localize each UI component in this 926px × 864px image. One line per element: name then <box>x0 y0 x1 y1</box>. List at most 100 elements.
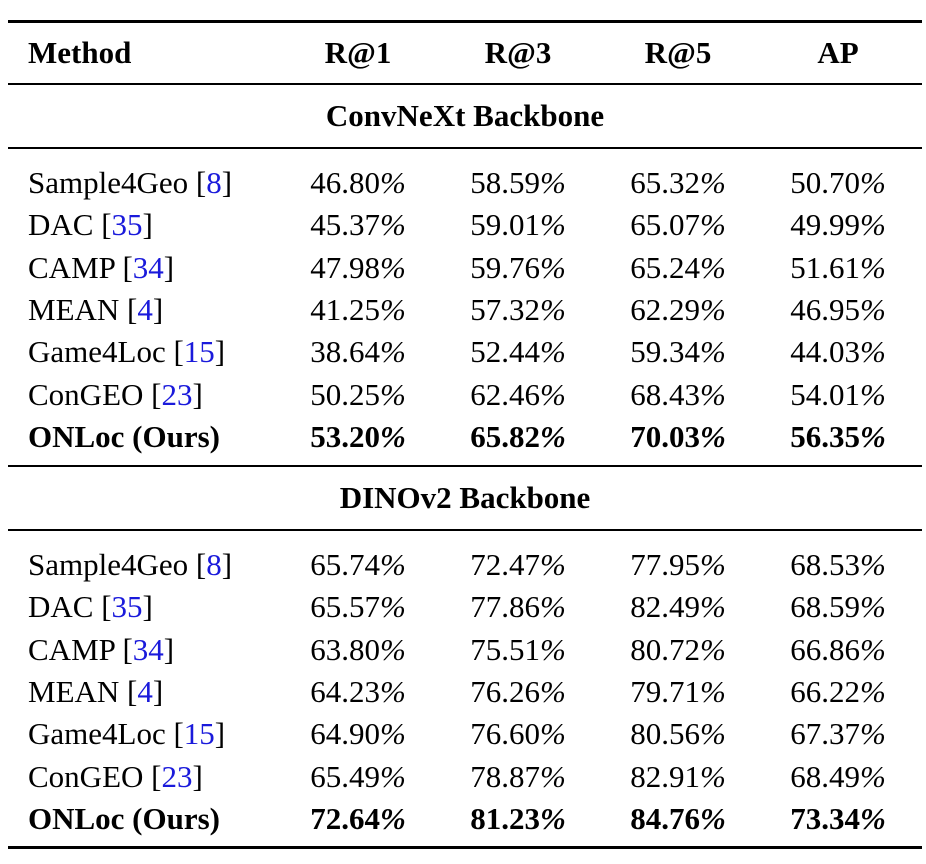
method-label: CAMP <box>28 631 115 667</box>
value-number: 54.01 <box>790 376 860 412</box>
value-r1: 72.64% <box>278 798 438 840</box>
percent-sign: % <box>859 249 886 285</box>
value-r1: 63.80% <box>278 629 438 671</box>
value-r1: 65.49% <box>278 756 438 798</box>
citation-link[interactable]: 4 <box>137 291 153 327</box>
method-label: ONLoc (Ours) <box>28 418 221 454</box>
value-number: 82.49 <box>630 589 700 625</box>
percent-sign: % <box>539 589 566 625</box>
value-number: 76.26 <box>470 673 540 709</box>
method-name: ONLoc (Ours) <box>28 798 220 840</box>
value-number: 64.90 <box>310 716 380 752</box>
percent-sign: % <box>539 249 566 285</box>
value-number: 56.35 <box>790 418 860 454</box>
value-number: 51.61 <box>790 249 860 285</box>
percent-sign: % <box>699 673 726 709</box>
citation-link[interactable]: 23 <box>161 758 193 794</box>
value-r5: 65.32% <box>598 162 758 204</box>
value-r5: 80.72% <box>598 629 758 671</box>
method-name: Game4Loc [15] <box>28 716 226 752</box>
value-ap: 67.37% <box>758 713 918 755</box>
percent-sign: % <box>859 673 886 709</box>
value-number: 77.95 <box>630 547 700 582</box>
citation-link[interactable]: 35 <box>111 589 143 625</box>
value-number: 64.23 <box>310 673 380 709</box>
value-number: 65.07 <box>630 207 700 243</box>
percent-sign: % <box>379 418 406 454</box>
percent-sign: % <box>699 800 726 836</box>
header-r1: R@1 <box>324 35 392 70</box>
bottom-rule <box>8 846 922 849</box>
value-r3: 76.26% <box>438 671 598 713</box>
value-number: 65.24 <box>630 249 700 285</box>
percent-sign: % <box>699 589 726 625</box>
percent-sign: % <box>379 249 406 285</box>
citation-link[interactable]: 8 <box>206 165 222 200</box>
value-number: 45.37 <box>310 207 380 243</box>
value-ap: 50.70% <box>758 162 918 204</box>
value-r5: 77.95% <box>598 544 758 586</box>
value-number: 46.95 <box>790 291 860 327</box>
percent-sign: % <box>379 376 406 412</box>
percent-sign: % <box>699 207 726 243</box>
header-rule <box>8 83 922 85</box>
method-name: MEAN [4] <box>28 673 164 709</box>
value-r1: 64.90% <box>278 713 438 755</box>
citation-link[interactable]: 4 <box>137 673 153 709</box>
method-label: Game4Loc <box>28 716 166 752</box>
percent-sign: % <box>699 716 726 752</box>
value-r3: 77.86% <box>438 586 598 628</box>
citation-link[interactable]: 34 <box>132 631 164 667</box>
value-number: 44.03 <box>790 334 860 370</box>
section-rule <box>8 529 922 531</box>
citation-link[interactable]: 35 <box>111 207 143 243</box>
value-number: 79.71 <box>630 673 700 709</box>
value-r3: 62.46% <box>438 374 598 416</box>
percent-sign: % <box>539 334 566 370</box>
value-number: 67.37 <box>790 716 860 752</box>
table-row: MEAN [4] 64.23% 76.26% 79.71% 66.22% <box>8 671 922 713</box>
citation-link[interactable]: 23 <box>161 376 193 412</box>
percent-sign: % <box>859 547 886 582</box>
value-ap: 46.95% <box>758 289 918 331</box>
header-r5: R@5 <box>644 35 712 70</box>
percent-sign: % <box>859 291 886 327</box>
percent-sign: % <box>699 547 726 582</box>
value-number: 57.32 <box>470 291 540 327</box>
section-title: DINOv2 Backbone <box>339 480 591 515</box>
percent-sign: % <box>699 631 726 667</box>
percent-sign: % <box>859 376 886 412</box>
citation-link[interactable]: 34 <box>132 249 164 285</box>
header-r3: R@3 <box>484 35 552 70</box>
method-name: MEAN [4] <box>28 291 164 327</box>
percent-sign: % <box>539 758 566 794</box>
table-row: Sample4Geo [8] 46.80% 58.59% 65.32% 50.70% <box>8 162 922 204</box>
table-row: ONLoc (Ours) 53.20% 65.82% 70.03% 56.35% <box>8 416 922 458</box>
percent-sign: % <box>379 631 406 667</box>
method-label: CAMP <box>28 249 115 285</box>
value-number: 65.74 <box>310 547 380 582</box>
value-ap: 51.61% <box>758 247 918 289</box>
table-row: CAMP [34] 47.98% 59.76% 65.24% 51.61% <box>8 247 922 289</box>
value-number: 59.01 <box>470 207 540 243</box>
value-r1: 65.74% <box>278 544 438 586</box>
value-r3: 75.51% <box>438 629 598 671</box>
citation-link[interactable]: 8 <box>206 547 222 582</box>
value-number: 82.91 <box>630 758 700 794</box>
percent-sign: % <box>379 673 406 709</box>
value-number: 46.80 <box>310 165 380 200</box>
table-row: Sample4Geo [8] 65.74% 72.47% 77.95% 68.53% <box>8 544 922 586</box>
percent-sign: % <box>859 631 886 667</box>
value-ap: 68.53% <box>758 544 918 586</box>
value-r1: 38.64% <box>278 331 438 373</box>
citation-link[interactable]: 15 <box>183 334 215 370</box>
citation-link[interactable]: 15 <box>183 716 215 752</box>
value-ap: 66.86% <box>758 629 918 671</box>
value-r5: 79.71% <box>598 671 758 713</box>
value-r1: 41.25% <box>278 289 438 331</box>
percent-sign: % <box>379 589 406 625</box>
method-label: MEAN <box>28 673 120 709</box>
percent-sign: % <box>699 249 726 285</box>
value-r3: 78.87% <box>438 756 598 798</box>
method-label: ConGEO <box>28 376 144 412</box>
